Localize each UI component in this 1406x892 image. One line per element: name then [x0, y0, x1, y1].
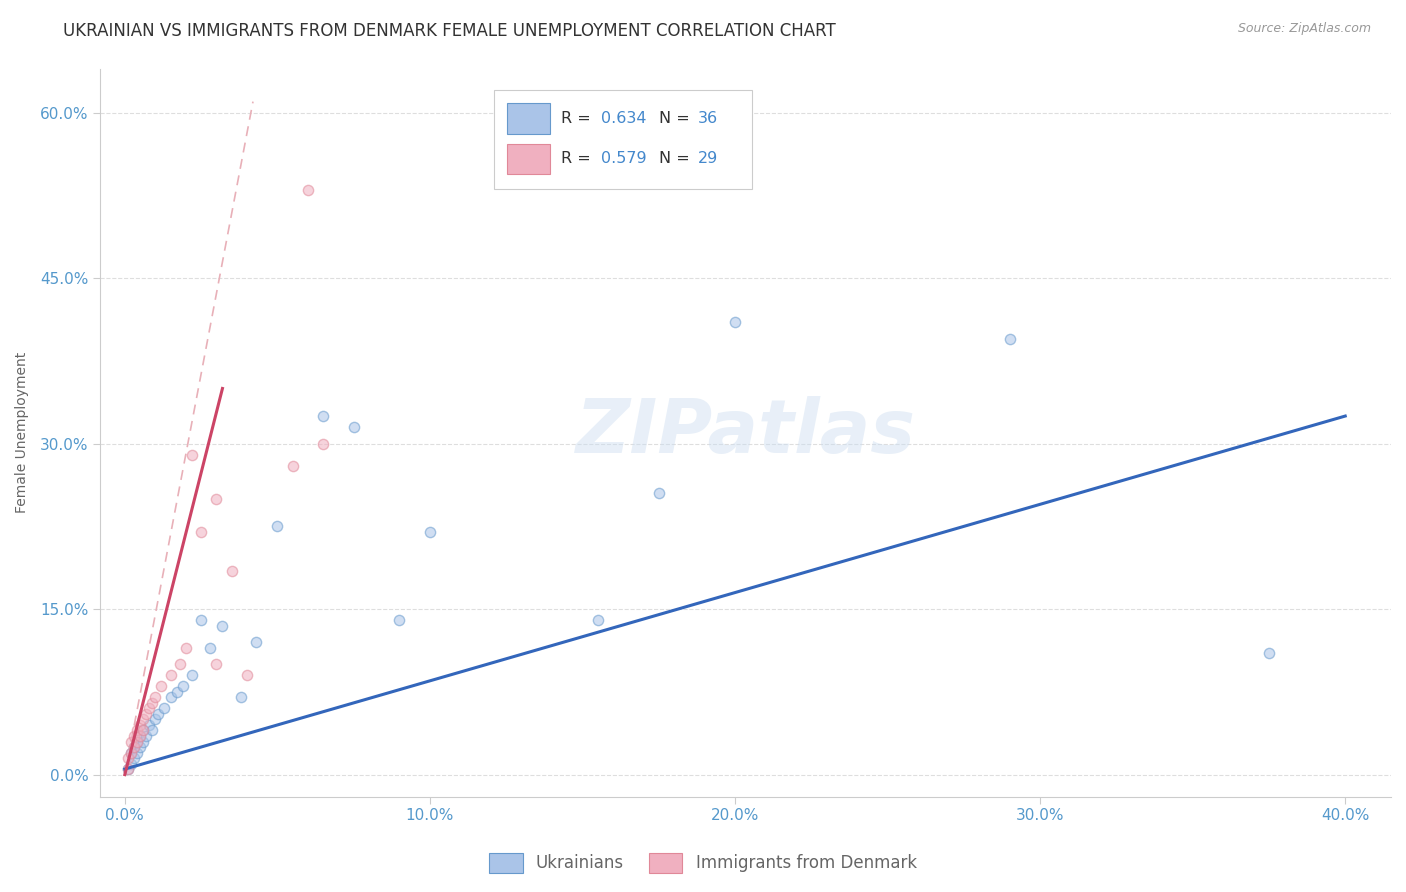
Y-axis label: Female Unemployment: Female Unemployment: [15, 352, 30, 513]
Point: [343, 420, 366, 434]
Text: Source: ZipAtlas.com: Source: ZipAtlas.com: [1237, 22, 1371, 36]
Point: [236, 668, 259, 682]
Text: R =: R =: [561, 111, 596, 126]
Point: [129, 729, 152, 743]
Point: [122, 739, 145, 754]
Point: [138, 718, 160, 732]
Point: [266, 519, 288, 533]
Point: [120, 756, 142, 771]
Text: N =: N =: [659, 111, 695, 126]
Point: [117, 762, 139, 776]
Point: [122, 751, 145, 765]
Point: [159, 690, 181, 705]
Point: [117, 751, 139, 765]
Text: UKRAINIAN VS IMMIGRANTS FROM DENMARK FEMALE UNEMPLOYMENT CORRELATION CHART: UKRAINIAN VS IMMIGRANTS FROM DENMARK FEM…: [63, 22, 837, 40]
Text: 0.634: 0.634: [602, 111, 647, 126]
Point: [724, 315, 747, 329]
Point: [153, 701, 176, 715]
Legend: Ukrainians, Immigrants from Denmark: Ukrainians, Immigrants from Denmark: [482, 847, 924, 880]
Point: [135, 729, 157, 743]
Point: [245, 635, 267, 649]
Point: [648, 486, 671, 500]
Point: [143, 690, 166, 705]
Point: [129, 739, 152, 754]
Point: [148, 706, 170, 721]
Text: ZIPatlas: ZIPatlas: [575, 396, 915, 469]
Point: [122, 729, 145, 743]
Point: [120, 746, 142, 760]
Point: [159, 668, 181, 682]
Point: [122, 739, 145, 754]
Point: [117, 762, 139, 776]
Text: R =: R =: [561, 152, 596, 166]
Point: [297, 183, 319, 197]
Point: [1258, 646, 1281, 660]
Point: [120, 746, 142, 760]
Point: [125, 734, 148, 748]
FancyBboxPatch shape: [494, 90, 752, 189]
Point: [229, 690, 252, 705]
Point: [419, 524, 441, 539]
Text: 29: 29: [697, 152, 718, 166]
Point: [312, 409, 335, 423]
Point: [125, 723, 148, 738]
Point: [129, 718, 152, 732]
Point: [141, 696, 163, 710]
Point: [211, 618, 233, 632]
Text: N =: N =: [659, 152, 695, 166]
Point: [998, 332, 1021, 346]
Point: [132, 713, 155, 727]
Point: [150, 679, 173, 693]
Point: [190, 524, 212, 539]
Point: [312, 436, 335, 450]
Point: [141, 723, 163, 738]
Point: [169, 657, 191, 672]
Point: [200, 640, 222, 655]
Point: [125, 746, 148, 760]
Point: [132, 723, 155, 738]
Point: [143, 713, 166, 727]
Point: [205, 657, 228, 672]
FancyBboxPatch shape: [508, 144, 550, 174]
FancyBboxPatch shape: [508, 103, 550, 134]
Point: [129, 729, 152, 743]
Point: [221, 564, 243, 578]
Point: [120, 734, 142, 748]
Point: [586, 613, 609, 627]
Point: [174, 640, 197, 655]
Point: [132, 723, 155, 738]
Point: [181, 668, 204, 682]
Point: [172, 679, 194, 693]
Point: [132, 734, 155, 748]
Point: [166, 685, 188, 699]
Point: [281, 458, 304, 473]
Text: 36: 36: [697, 111, 718, 126]
Point: [205, 491, 228, 506]
Point: [181, 448, 204, 462]
Text: 0.579: 0.579: [602, 152, 647, 166]
Point: [125, 734, 148, 748]
Point: [138, 701, 160, 715]
Point: [388, 613, 411, 627]
Point: [190, 613, 212, 627]
Point: [135, 706, 157, 721]
